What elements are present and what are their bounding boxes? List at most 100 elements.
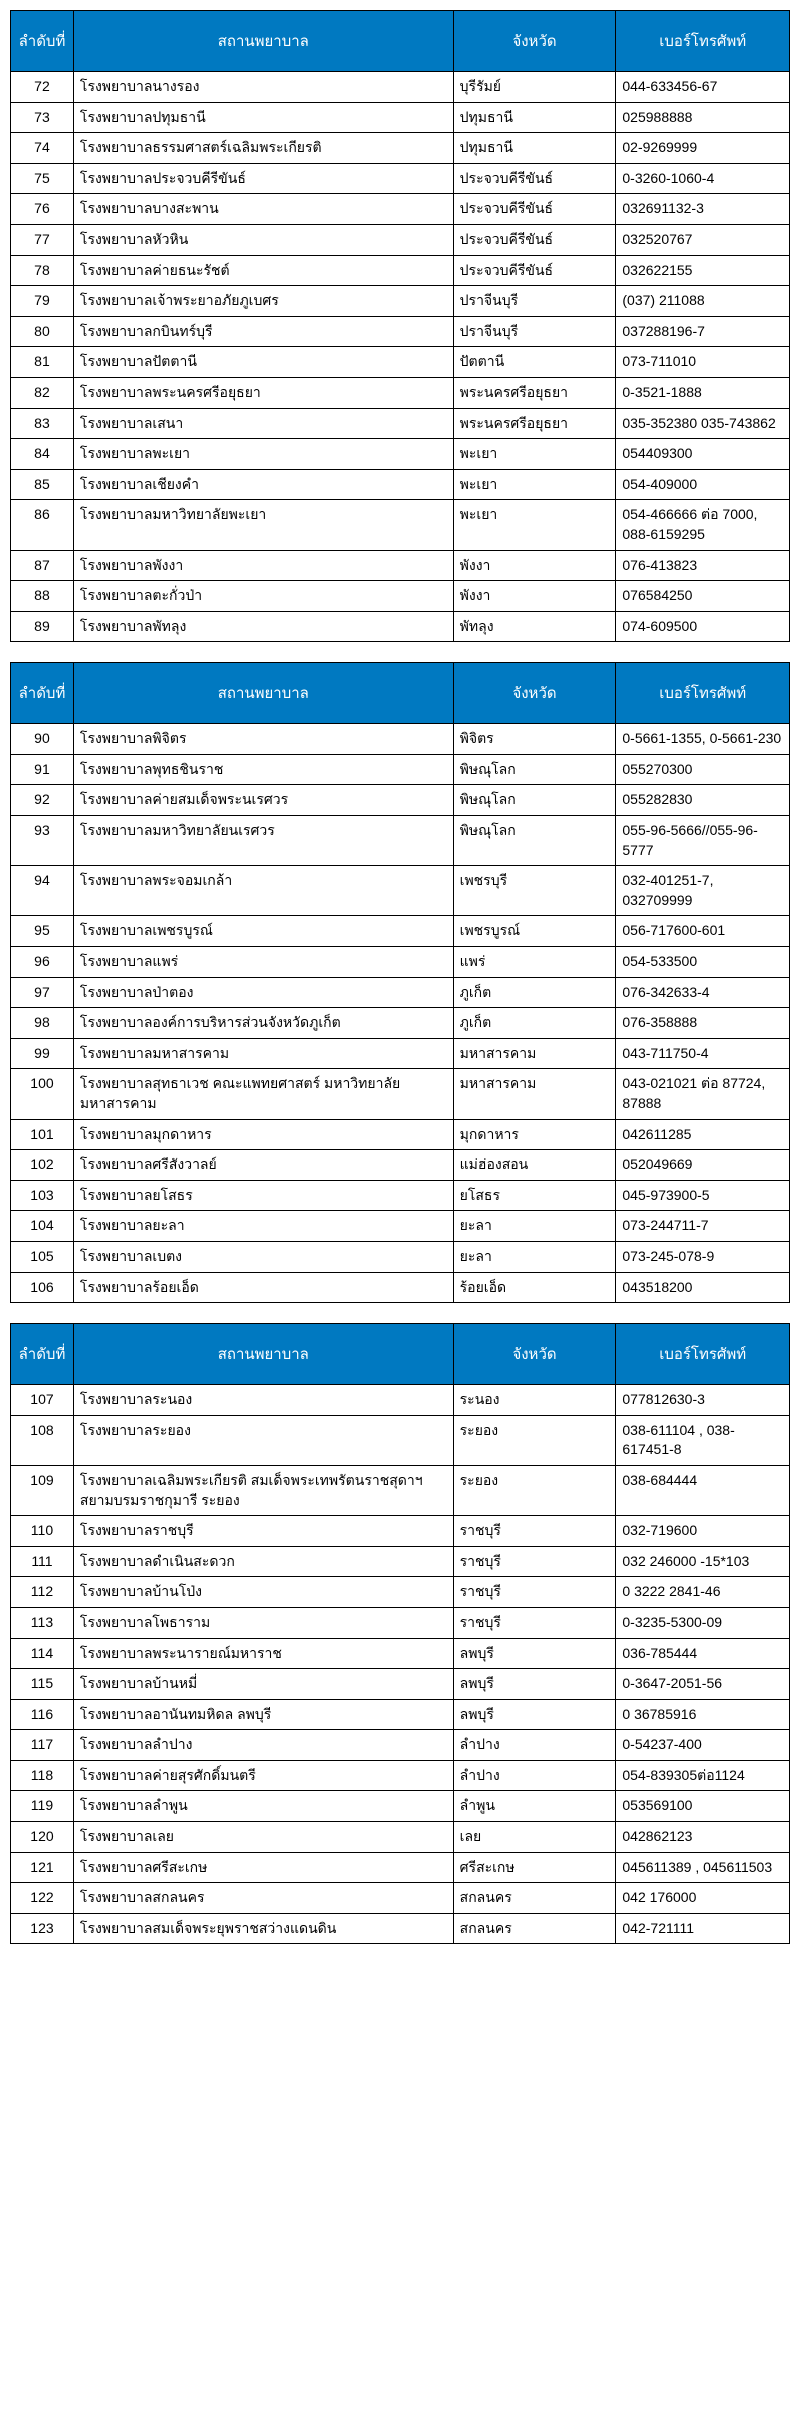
cell-province: ราชบุรี [453,1577,616,1608]
col-header-no: ลำดับที่ [11,1324,74,1385]
cell-province: ลพบุรี [453,1638,616,1669]
table-row: 72โรงพยาบาลนางรองบุรีรัมย์044-633456-67 [11,72,790,103]
table-row: 109โรงพยาบาลเฉลิมพระเกียรติ สมเด็จพระเทพ… [11,1465,790,1515]
cell-hospital: โรงพยาบาลป่าตอง [73,977,453,1008]
cell-hospital: โรงพยาบาลค่ายสุรศักดิ์มนตรี [73,1760,453,1791]
cell-province: ระนอง [453,1385,616,1416]
cell-phone: 0-3260-1060-4 [616,163,790,194]
cell-phone: 076-358888 [616,1008,790,1039]
cell-no: 118 [11,1760,74,1791]
cell-province: ปราจีนบุรี [453,316,616,347]
table-row: 111โรงพยาบาลดำเนินสะดวกราชบุรี032 246000… [11,1546,790,1577]
cell-phone: 076-342633-4 [616,977,790,1008]
cell-hospital: โรงพยาบาลเลย [73,1822,453,1853]
cell-province: พระนครศรีอยุธยา [453,408,616,439]
cell-province: ประจวบคีรีขันธ์ [453,163,616,194]
table-row: 88โรงพยาบาลตะกั่วป่าพังงา076584250 [11,581,790,612]
table-row: 104โรงพยาบาลยะลายะลา073-244711-7 [11,1211,790,1242]
cell-no: 109 [11,1465,74,1515]
table-row: 119โรงพยาบาลลำพูนลำพูน053569100 [11,1791,790,1822]
cell-province: ประจวบคีรีขันธ์ [453,194,616,225]
cell-phone: 073-245-078-9 [616,1241,790,1272]
cell-no: 75 [11,163,74,194]
cell-hospital: โรงพยาบาลพระนครศรีอยุธยา [73,377,453,408]
table-row: 118โรงพยาบาลค่ายสุรศักดิ์มนตรีลำปาง054-8… [11,1760,790,1791]
table-row: 103โรงพยาบาลยโสธรยโสธร045-973900-5 [11,1180,790,1211]
cell-hospital: โรงพยาบาลศรีสังวาลย์ [73,1150,453,1181]
table-row: 100โรงพยาบาลสุทธาเวช คณะแพทยศาสตร์ มหาวิ… [11,1069,790,1119]
cell-province: มหาสารคาม [453,1038,616,1069]
cell-hospital: โรงพยาบาลค่ายสมเด็จพระนเรศวร [73,785,453,816]
table-row: 73โรงพยาบาลปทุมธานีปทุมธานี025988888 [11,102,790,133]
cell-province: ราชบุรี [453,1546,616,1577]
cell-no: 97 [11,977,74,1008]
cell-province: พะเยา [453,500,616,550]
table-row: 93โรงพยาบาลมหาวิทยาลัยนเรศวรพิษณุโลก055-… [11,816,790,866]
cell-province: ลพบุรี [453,1669,616,1700]
cell-province: ศรีสะเกษ [453,1852,616,1883]
cell-hospital: โรงพยาบาลราชบุรี [73,1516,453,1547]
table-row: 80โรงพยาบาลกบินทร์บุรีปราจีนบุรี03728819… [11,316,790,347]
cell-no: 104 [11,1211,74,1242]
cell-no: 117 [11,1730,74,1761]
cell-no: 77 [11,224,74,255]
cell-province: ประจวบคีรีขันธ์ [453,224,616,255]
cell-no: 111 [11,1546,74,1577]
col-header-province: จังหวัด [453,1324,616,1385]
cell-province: ยโสธร [453,1180,616,1211]
table-row: 87โรงพยาบาลพังงาพังงา076-413823 [11,550,790,581]
table-row: 82โรงพยาบาลพระนครศรีอยุธยาพระนครศรีอยุธย… [11,377,790,408]
cell-no: 89 [11,611,74,642]
cell-hospital: โรงพยาบาลมหาวิทยาลัยนเรศวร [73,816,453,866]
cell-phone: 032-401251-7, 032709999 [616,866,790,916]
col-header-province: จังหวัด [453,663,616,724]
table-row: 102โรงพยาบาลศรีสังวาลย์แม่ฮ่องสอน0520496… [11,1150,790,1181]
cell-phone: 054-466666 ต่อ 7000, 088-6159295 [616,500,790,550]
table-row: 96โรงพยาบาลแพร่แพร่054-533500 [11,947,790,978]
cell-hospital: โรงพยาบาลพะเยา [73,439,453,470]
cell-phone: 032520767 [616,224,790,255]
cell-no: 103 [11,1180,74,1211]
cell-phone: 042 176000 [616,1883,790,1914]
cell-hospital: โรงพยาบาลยโสธร [73,1180,453,1211]
cell-province: มหาสารคาม [453,1069,616,1119]
cell-province: ระยอง [453,1415,616,1465]
cell-province: ลำปาง [453,1730,616,1761]
cell-phone: 055282830 [616,785,790,816]
table-row: 116โรงพยาบาลอานันทมหิดล ลพบุรีลพบุรี0 36… [11,1699,790,1730]
cell-phone: 054-533500 [616,947,790,978]
cell-no: 113 [11,1607,74,1638]
cell-province: พังงา [453,550,616,581]
cell-province: ลำปาง [453,1760,616,1791]
col-header-hospital: สถานพยาบาล [73,663,453,724]
cell-phone: 044-633456-67 [616,72,790,103]
cell-no: 112 [11,1577,74,1608]
table-row: 106โรงพยาบาลร้อยเอ็ดร้อยเอ็ด043518200 [11,1272,790,1303]
cell-hospital: โรงพยาบาลพิจิตร [73,724,453,755]
cell-phone: 0 36785916 [616,1699,790,1730]
table-row: 94โรงพยาบาลพระจอมเกล้าเพชรบุรี032-401251… [11,866,790,916]
cell-hospital: โรงพยาบาลระยอง [73,1415,453,1465]
table-row: 89โรงพยาบาลพัทลุงพัทลุง074-609500 [11,611,790,642]
table-row: 115โรงพยาบาลบ้านหมี่ลพบุรี0-3647-2051-56 [11,1669,790,1700]
table-header-row: ลำดับที่สถานพยาบาลจังหวัดเบอร์โทรศัพท์ [11,663,790,724]
table-row: 120โรงพยาบาลเลยเลย042862123 [11,1822,790,1853]
col-header-hospital: สถานพยาบาล [73,11,453,72]
cell-no: 108 [11,1415,74,1465]
col-header-province: จังหวัด [453,11,616,72]
cell-hospital: โรงพยาบาลมหาสารคาม [73,1038,453,1069]
hospital-table: ลำดับที่สถานพยาบาลจังหวัดเบอร์โทรศัพท์90… [10,662,790,1303]
cell-province: เพชรบุรี [453,866,616,916]
cell-province: บุรีรัมย์ [453,72,616,103]
cell-no: 87 [11,550,74,581]
cell-province: ลำพูน [453,1791,616,1822]
cell-phone: 036-785444 [616,1638,790,1669]
table-row: 112โรงพยาบาลบ้านโป่งราชบุรี0 3222 2841-4… [11,1577,790,1608]
cell-phone: 038-684444 [616,1465,790,1515]
table-row: 97โรงพยาบาลป่าตองภูเก็ต076-342633-4 [11,977,790,1008]
table-header-row: ลำดับที่สถานพยาบาลจังหวัดเบอร์โทรศัพท์ [11,11,790,72]
cell-hospital: โรงพยาบาลเฉลิมพระเกียรติ สมเด็จพระเทพรัต… [73,1465,453,1515]
cell-phone: 0-3521-1888 [616,377,790,408]
cell-no: 78 [11,255,74,286]
cell-no: 90 [11,724,74,755]
